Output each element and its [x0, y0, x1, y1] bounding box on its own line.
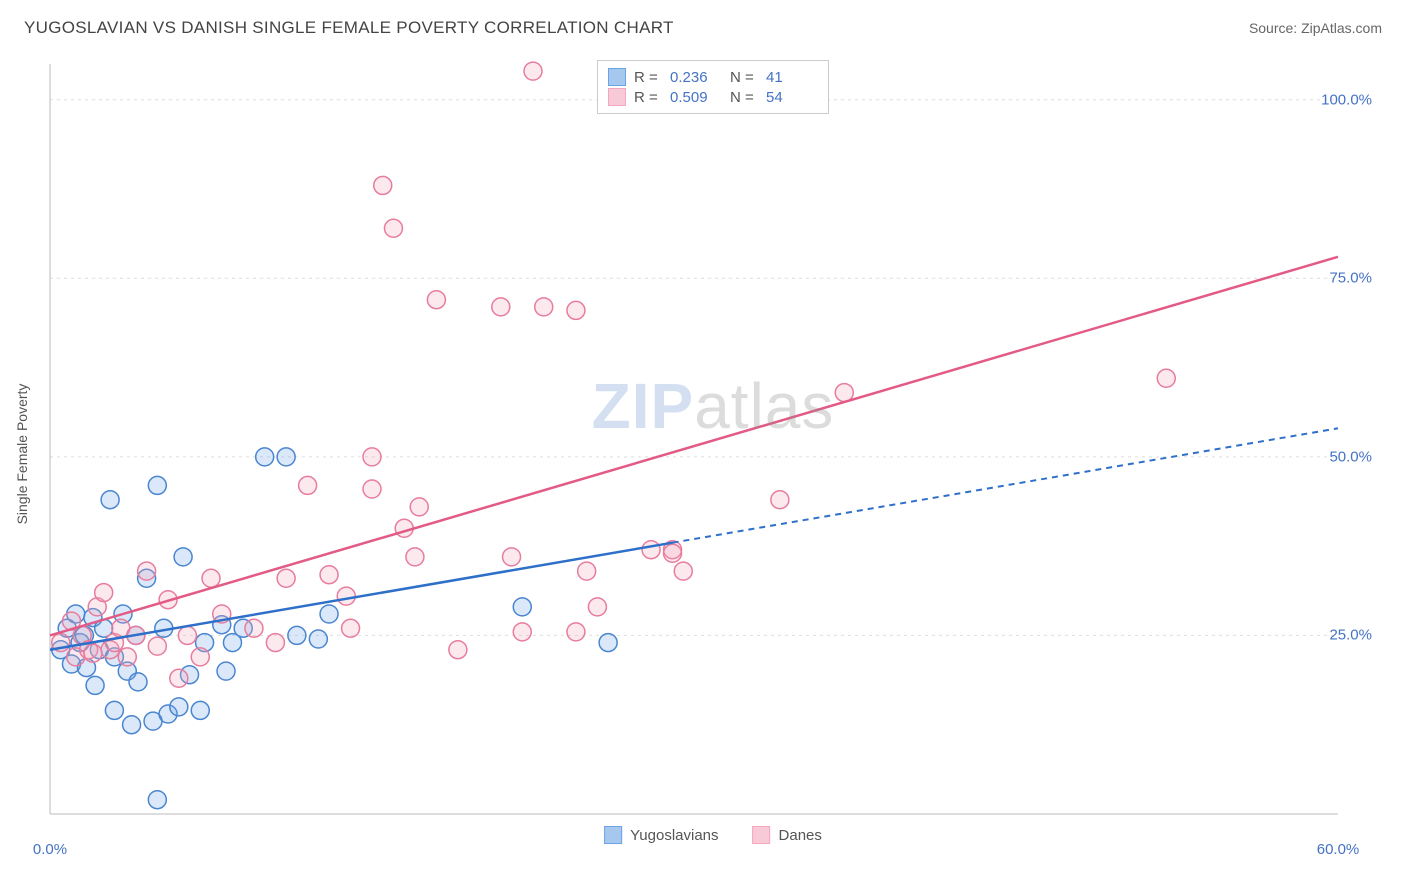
legend-swatch: [604, 826, 622, 844]
y-tick-label: 25.0%: [1329, 627, 1372, 644]
stat-legend: R = 0.236 N = 41 R = 0.509 N = 54: [597, 60, 829, 114]
legend-label: Yugoslavians: [630, 827, 718, 844]
r-value: 0.509: [670, 89, 722, 106]
y-tick-label: 100.0%: [1321, 91, 1372, 108]
r-value: 0.236: [670, 69, 722, 86]
x-tick-label: 60.0%: [1317, 841, 1360, 858]
header: YUGOSLAVIAN VS DANISH SINGLE FEMALE POVE…: [0, 0, 1406, 46]
n-label: N =: [730, 89, 758, 106]
chart-area: Single Female Poverty ZIPatlas R =0.236N…: [48, 54, 1378, 854]
y-axis-label: Single Female Poverty: [14, 384, 30, 525]
legend-label: Danes: [779, 827, 822, 844]
chart-title: YUGOSLAVIAN VS DANISH SINGLE FEMALE POVE…: [24, 18, 674, 38]
x-tick-label: 0.0%: [33, 841, 67, 858]
series-legend: Yugoslavians Danes: [604, 826, 822, 844]
r-label: R =: [634, 89, 662, 106]
n-value: 41: [766, 69, 818, 86]
r-label: R =: [634, 69, 662, 86]
stat-legend-row: R = 0.236 N = 41: [608, 67, 818, 87]
n-value: 54: [766, 89, 818, 106]
n-label: N =: [730, 69, 758, 86]
legend-item: Danes: [753, 826, 822, 844]
scatter-plot: [48, 54, 1378, 854]
legend-swatch: [608, 68, 626, 86]
legend-swatch: [753, 826, 771, 844]
stat-legend-row: R = 0.509 N = 54: [608, 87, 818, 107]
legend-swatch: [608, 88, 626, 106]
source-label: Source: ZipAtlas.com: [1249, 20, 1382, 36]
y-tick-label: 75.0%: [1329, 270, 1372, 287]
y-tick-label: 50.0%: [1329, 448, 1372, 465]
legend-item: Yugoslavians: [604, 826, 718, 844]
